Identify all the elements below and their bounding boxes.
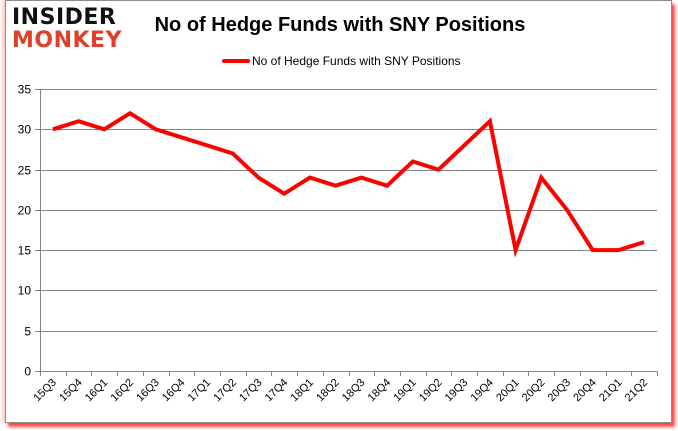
y-tick-label: 0: [24, 365, 31, 379]
x-tick-label: 16Q1: [83, 377, 111, 405]
axes: [40, 89, 657, 372]
x-tick-label: 16Q3: [134, 377, 162, 405]
x-tick-label: 19Q4: [468, 377, 496, 405]
x-tick-label: 18Q3: [340, 377, 368, 405]
x-tick-label: 18Q2: [314, 377, 342, 405]
y-tick-label: 20: [18, 204, 32, 218]
y-axis-ticks: 0 5 10 15 20 25 30 35: [18, 83, 40, 379]
x-tick-label: 21Q1: [597, 377, 625, 405]
x-tick-label: 16Q2: [109, 377, 137, 405]
x-tick-label: 17Q3: [237, 377, 265, 405]
x-tick-label: 18Q1: [289, 377, 317, 405]
x-tick-label: 20Q1: [494, 377, 522, 405]
gridlines: [40, 89, 657, 332]
x-tick-label: 17Q2: [211, 377, 239, 405]
y-tick-label: 35: [18, 83, 32, 97]
y-tick-label: 15: [18, 244, 32, 258]
y-tick-label: 5: [24, 325, 31, 339]
y-tick-label: 25: [18, 164, 32, 178]
x-tick-label: 17Q1: [186, 377, 214, 405]
logo-line-1: INSIDER: [12, 5, 117, 30]
x-tick-label: 19Q3: [443, 377, 471, 405]
x-tick-label: 20Q3: [546, 377, 574, 405]
chart-legend: No of Hedge Funds with SNY Positions: [222, 53, 461, 69]
chart-frame: [5, 0, 672, 423]
x-tick-label: 20Q4: [571, 377, 599, 405]
logo-line-2: MONKEY: [12, 28, 123, 53]
legend-label: No of Hedge Funds with SNY Positions: [252, 54, 461, 68]
chart-title: No of Hedge Funds with SNY Positions: [154, 14, 526, 36]
x-tick-label: 20Q2: [520, 377, 548, 405]
y-tick-label: 10: [18, 284, 32, 298]
x-tick-label: 15Q4: [57, 377, 85, 405]
x-tick-label: 15Q3: [31, 377, 59, 405]
y-tick-label: 30: [18, 123, 32, 137]
x-tick-label: 16Q4: [160, 377, 188, 405]
x-tick-label: 19Q1: [391, 377, 419, 405]
x-tick-label: 19Q2: [417, 377, 445, 405]
x-tick-label: 18Q4: [366, 377, 394, 405]
insider-monkey-logo: INSIDER MONKEY: [12, 6, 132, 56]
x-axis-ticks: 15Q315Q416Q116Q216Q316Q417Q117Q217Q317Q4…: [31, 371, 658, 405]
x-tick-label: 21Q2: [623, 377, 651, 405]
legend-line-swatch-icon: [222, 59, 250, 63]
series-line: [52, 110, 645, 258]
x-tick-label: 17Q4: [263, 377, 291, 405]
